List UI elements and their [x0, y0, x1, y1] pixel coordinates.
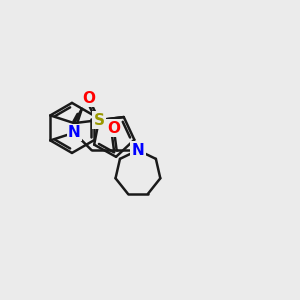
Text: S: S: [93, 112, 104, 128]
Text: N: N: [131, 143, 144, 158]
Text: O: O: [82, 91, 95, 106]
Text: N: N: [68, 125, 80, 140]
Text: O: O: [107, 121, 120, 136]
